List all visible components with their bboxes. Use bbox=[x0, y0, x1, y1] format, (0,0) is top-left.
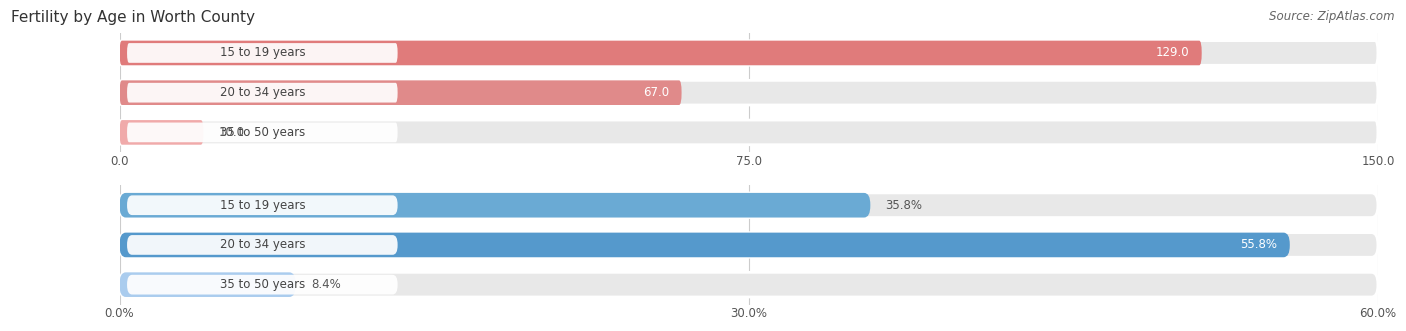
FancyBboxPatch shape bbox=[127, 83, 398, 103]
Text: 10.0: 10.0 bbox=[218, 126, 245, 139]
FancyBboxPatch shape bbox=[120, 193, 1378, 217]
Text: 20 to 34 years: 20 to 34 years bbox=[219, 238, 305, 252]
Text: 35.8%: 35.8% bbox=[886, 199, 922, 212]
FancyBboxPatch shape bbox=[120, 272, 1378, 297]
FancyBboxPatch shape bbox=[127, 43, 398, 63]
Text: 15 to 19 years: 15 to 19 years bbox=[219, 199, 305, 212]
Text: 129.0: 129.0 bbox=[1156, 46, 1189, 60]
FancyBboxPatch shape bbox=[120, 233, 1378, 257]
FancyBboxPatch shape bbox=[120, 120, 1378, 145]
Text: 55.8%: 55.8% bbox=[1240, 238, 1277, 252]
Text: 67.0: 67.0 bbox=[643, 86, 669, 99]
FancyBboxPatch shape bbox=[120, 80, 682, 105]
FancyBboxPatch shape bbox=[120, 41, 1202, 65]
FancyBboxPatch shape bbox=[120, 41, 1378, 65]
FancyBboxPatch shape bbox=[120, 80, 1378, 105]
FancyBboxPatch shape bbox=[127, 195, 398, 215]
Text: 15 to 19 years: 15 to 19 years bbox=[219, 46, 305, 60]
FancyBboxPatch shape bbox=[127, 275, 398, 295]
Text: 8.4%: 8.4% bbox=[311, 278, 340, 291]
Text: Source: ZipAtlas.com: Source: ZipAtlas.com bbox=[1270, 10, 1395, 23]
FancyBboxPatch shape bbox=[120, 193, 870, 217]
FancyBboxPatch shape bbox=[120, 120, 204, 145]
Text: 35 to 50 years: 35 to 50 years bbox=[219, 278, 305, 291]
Text: 35 to 50 years: 35 to 50 years bbox=[219, 126, 305, 139]
Text: 20 to 34 years: 20 to 34 years bbox=[219, 86, 305, 99]
Text: Fertility by Age in Worth County: Fertility by Age in Worth County bbox=[11, 10, 256, 25]
FancyBboxPatch shape bbox=[120, 272, 295, 297]
FancyBboxPatch shape bbox=[127, 122, 398, 142]
FancyBboxPatch shape bbox=[120, 233, 1289, 257]
FancyBboxPatch shape bbox=[127, 235, 398, 255]
